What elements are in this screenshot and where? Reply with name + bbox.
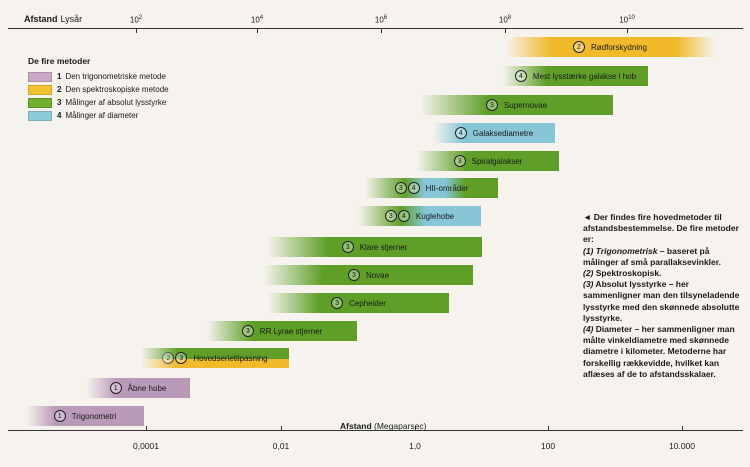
- bottom-axis-title-bold: Afstand: [340, 421, 372, 431]
- legend-item-brightness: 3 Målinger af absolut lysstyrke: [28, 96, 169, 109]
- explanation-item-3: (3) Absolut lysstyrke – her sammenligner…: [583, 279, 740, 323]
- band-rr-lyrae: 3 RR Lyrae stjerner: [207, 321, 357, 341]
- top-axis-title-bold: Afstand: [24, 14, 58, 24]
- bottom-tickmark: [682, 426, 683, 431]
- top-tick-2: 104: [250, 15, 264, 25]
- bottom-axis-unit: (Megaparsec): [374, 421, 427, 431]
- band-roedforskydning: 2 Rødforskydning: [505, 37, 715, 57]
- bottom-tick-2: 0,01: [272, 441, 290, 451]
- legend-swatch: [28, 97, 52, 108]
- legend-title: De fire metoder: [28, 56, 91, 66]
- explanation-item-2: (2) Spektroskopisk.: [583, 268, 662, 279]
- legend-item-spectroscopic: 2 Den spektroskopiske metode: [28, 83, 169, 96]
- top-tick-3: 106: [374, 15, 388, 25]
- bottom-axis-title: Afstand (Megaparsec): [340, 421, 426, 431]
- band-trigonometri: 1 Trigonometri: [26, 406, 144, 426]
- band-aabne-hobe: 1 Åbne hobe: [86, 378, 190, 398]
- explanation-text: ◄ Der findes fire hovedmetoder til afsta…: [583, 212, 743, 380]
- band-klare-stjerner: 3 Klare stjerner: [267, 237, 482, 257]
- band-hovedserie: 2 3 Hovedserietilpasning: [141, 348, 289, 368]
- bottom-tickmark: [146, 426, 147, 431]
- bottom-tickmark: [281, 426, 282, 431]
- band-kuglehobe: 3 4 Kuglehobe: [358, 206, 481, 226]
- top-tickmark: [627, 28, 628, 33]
- band-supernovae: 3 Supernovae: [420, 95, 613, 115]
- explanation-item-4: (4) Diameter – her sammenligner man målt…: [583, 324, 735, 379]
- legend-item-diameter: 4 Målinger af diameter: [28, 109, 169, 122]
- legend-swatch: [28, 84, 52, 95]
- legend-item-trigonometric: 1 Den trigonometriske metode: [28, 70, 169, 83]
- legend-label: Den spektroskopiske metode: [65, 85, 169, 94]
- legend: De fire metoder 1 Den trigonometriske me…: [28, 56, 169, 122]
- bottom-tickmark: [415, 426, 416, 431]
- explanation-intro: ◄ Der findes fire hovedmetoder til afsta…: [583, 212, 739, 245]
- band-galaksediametre: 4 Galaksediametre: [433, 123, 555, 143]
- top-tick-1: 102: [129, 15, 143, 25]
- band-cepheider: 3 Cepheider: [268, 293, 449, 313]
- bottom-axis-line: [8, 430, 743, 431]
- band-novae: 3 Novae: [264, 265, 473, 285]
- bottom-tick-1: 0,0001: [133, 441, 159, 451]
- top-tick-5: 1010: [619, 15, 635, 25]
- top-tickmark: [257, 28, 258, 33]
- bottom-tick-4: 100: [540, 441, 556, 451]
- top-tick-4: 108: [498, 15, 512, 25]
- legend-label: Målinger af diameter: [65, 111, 139, 120]
- band-spiralgalakser: 3 Spiralgalakser: [417, 151, 559, 171]
- band-hii-omraader: 3 4 HII-områder: [365, 178, 498, 198]
- top-axis-line: [8, 28, 743, 29]
- explanation-item-1: (1) Trigonometrisk – baseret på målinger…: [583, 245, 721, 267]
- legend-swatch: [28, 71, 52, 82]
- top-axis-title: Afstand Lysår: [24, 14, 82, 24]
- bottom-tick-3: 1,0: [409, 441, 421, 451]
- legend-label: Den trigonometriske metode: [65, 72, 166, 81]
- legend-swatch: [28, 110, 52, 121]
- bottom-tick-5: 10.000: [669, 441, 695, 451]
- band-mest-lysstaerke: 4 Mest lysstærke galakse i hob: [503, 66, 648, 86]
- top-tickmark: [505, 28, 506, 33]
- bottom-tickmark: [548, 426, 549, 431]
- top-tickmark: [136, 28, 137, 33]
- top-tickmark: [381, 28, 382, 33]
- legend-label: Målinger af absolut lysstyrke: [65, 98, 167, 107]
- top-axis-unit: Lysår: [60, 14, 83, 24]
